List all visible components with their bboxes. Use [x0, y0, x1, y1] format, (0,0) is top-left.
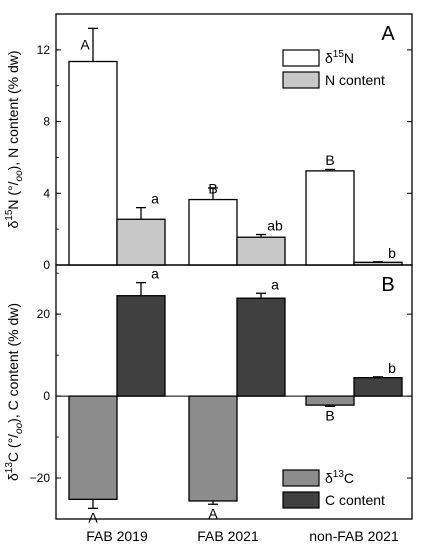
- y-axis-label: δ13C (°/oo), C content (% dw): [4, 303, 25, 481]
- legend-swatch: [282, 49, 320, 67]
- x-tick-label: FAB 2021: [197, 528, 259, 544]
- y-tick-label: 0: [43, 389, 50, 403]
- significance-letter: ab: [267, 218, 283, 234]
- legend-label: δ13C: [325, 469, 354, 486]
- bar-1-1-3: [305, 170, 355, 266]
- x-tick-label: non-FAB 2021: [309, 528, 399, 544]
- bar-2-2-1: [116, 295, 166, 397]
- significance-letter: A: [208, 505, 218, 521]
- bar-1-2-2: [236, 236, 286, 266]
- legend-swatch: [282, 469, 320, 487]
- significance-letter: B: [208, 181, 217, 197]
- y-tick-label: 8: [43, 115, 50, 129]
- significance-letter: a: [151, 191, 159, 207]
- y-axis-label: δ15N (°/oo), N content (% dw): [4, 50, 25, 228]
- bar-2-2-3: [353, 377, 403, 397]
- significance-letter: b: [388, 245, 396, 261]
- bar-1-1-2: [188, 198, 238, 266]
- legend-label: N content: [325, 72, 385, 88]
- legend-label: C content: [325, 492, 385, 508]
- y-tick-label: 4: [43, 186, 50, 200]
- significance-letter: B: [325, 407, 334, 423]
- bar-1-2-1: [116, 218, 166, 266]
- legend-swatch: [282, 71, 320, 89]
- x-tick-label: FAB 2019: [86, 528, 148, 544]
- panel-label: B: [381, 274, 394, 296]
- significance-letter: a: [271, 276, 279, 292]
- bar-1-1-1: [68, 60, 118, 266]
- y-tick-label: −20: [30, 471, 51, 485]
- significance-letter: A: [88, 509, 98, 525]
- bar-2-2-2: [236, 297, 286, 397]
- significance-letter: B: [325, 152, 334, 168]
- significance-letter: b: [388, 360, 396, 376]
- panel-label: A: [381, 23, 395, 45]
- y-tick-label: 20: [37, 307, 51, 321]
- bar-2-1-2: [188, 395, 238, 502]
- legend-swatch: [282, 491, 320, 509]
- bar-2-1-3: [305, 395, 355, 406]
- plot-frame-2: [55, 264, 413, 520]
- significance-letter: a: [151, 266, 159, 282]
- y-tick-label: 0: [43, 258, 50, 272]
- significance-letter: A: [80, 37, 90, 53]
- legend-label: δ15N: [325, 49, 354, 66]
- bar-2-1-1: [68, 395, 118, 500]
- y-tick-label: 12: [37, 43, 51, 57]
